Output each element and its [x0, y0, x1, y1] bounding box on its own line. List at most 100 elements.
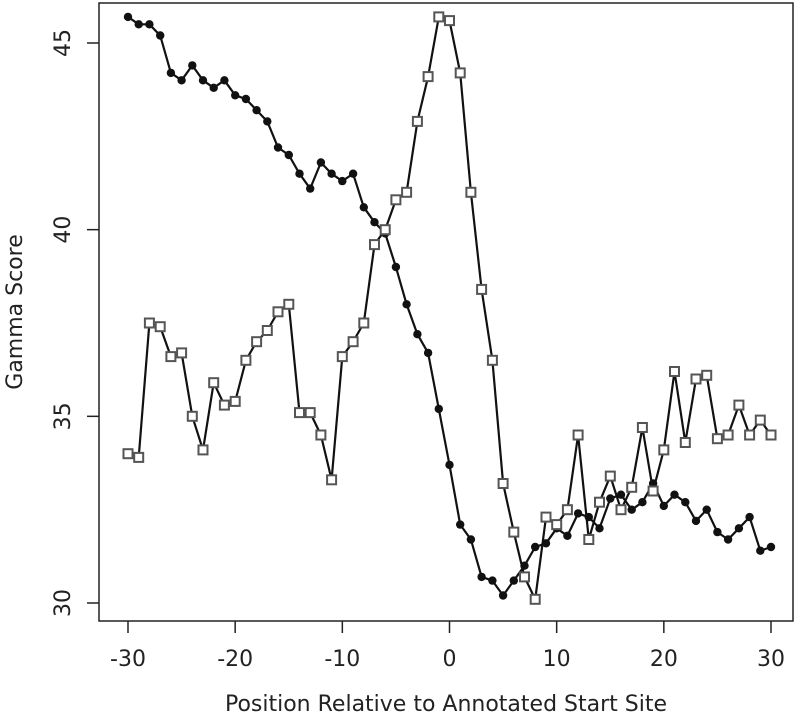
series-2-point [315, 429, 327, 441]
series-1-point [123, 12, 133, 22]
series-2-point [615, 504, 627, 516]
series-1-point [563, 531, 572, 540]
series-1-point [477, 572, 486, 582]
y-tick-label: 35 [51, 402, 76, 430]
x-axis-title: Position Relative to Annotated Start Sit… [225, 692, 667, 717]
series-1-point [456, 520, 465, 529]
series-1-point [531, 542, 540, 552]
series-2-point [551, 519, 563, 531]
series-1-point [488, 576, 497, 585]
y-tick-label: 45 [51, 29, 76, 57]
series-1-point [338, 176, 347, 186]
series-2-point [133, 451, 145, 463]
series-2-point [583, 534, 595, 545]
series-1-point [466, 535, 476, 544]
series-layer [122, 11, 777, 605]
series-2-point [186, 410, 198, 422]
series-1-point [745, 512, 754, 522]
series-1-point [402, 300, 411, 309]
series-1-point [220, 76, 229, 85]
series-2-point [744, 429, 756, 441]
series-2-point [336, 351, 348, 363]
x-axis-ticks: -30 -20 -10 0 10 20 30 [110, 621, 785, 672]
series-1-point [284, 150, 293, 160]
series-2-point [326, 474, 338, 486]
series-2-point [304, 407, 316, 419]
series-1-point [756, 546, 765, 555]
series-2-point [261, 325, 273, 336]
series-2-point [369, 239, 380, 251]
x-tick-label: 10 [543, 647, 571, 672]
series-2-point [540, 511, 552, 523]
series-2-point [626, 481, 638, 493]
series-2-point [508, 526, 520, 538]
series-2-point [519, 571, 530, 583]
series-1-point [434, 404, 443, 414]
series-1-point [423, 348, 433, 358]
series-1-point [606, 494, 615, 503]
series-2-point [165, 351, 177, 363]
series-1-point [177, 76, 186, 85]
series-2 [122, 11, 777, 605]
series-1-point [498, 591, 508, 600]
y-tick-label: 40 [51, 216, 76, 244]
series-2-point [594, 496, 605, 508]
series-1-point [273, 143, 283, 152]
series-1-point [348, 169, 358, 178]
series-1-point [573, 509, 583, 518]
series-2-point [401, 186, 413, 198]
series-1-point [627, 505, 636, 514]
series-2-point [722, 429, 734, 441]
series-1-point [306, 184, 315, 193]
series-1-point [145, 20, 154, 29]
series-1-point [241, 94, 251, 104]
series-1-point [638, 498, 647, 507]
series-1 [123, 12, 776, 600]
y-axis-ticks: 30 35 40 45 [51, 29, 99, 617]
x-tick-label: 0 [443, 647, 457, 672]
series-1-point [327, 169, 336, 178]
series-2-point [229, 395, 241, 407]
series-2-point [701, 369, 713, 381]
series-1-point [659, 501, 668, 511]
series-2-point [647, 485, 659, 497]
y-axis-title: Gamma Score [3, 234, 28, 389]
series-2-point [347, 336, 359, 348]
x-tick-label: 30 [757, 647, 785, 672]
series-2-point [433, 11, 445, 23]
series-2-point [251, 336, 263, 348]
series-2-point [390, 194, 402, 206]
series-2-point [465, 186, 477, 198]
series-2-point [529, 593, 541, 605]
series-2-point [122, 448, 134, 460]
x-tick-label: -20 [217, 647, 253, 672]
y-tick-label: 30 [51, 589, 76, 617]
series-2-point [765, 429, 777, 441]
x-tick-label: -30 [110, 647, 146, 672]
series-1-line [127, 15, 772, 597]
series-2-point [208, 377, 220, 389]
series-2-point [154, 321, 166, 333]
x-tick-label: -10 [324, 647, 360, 672]
series-1-point [198, 76, 208, 85]
series-1-point [370, 218, 379, 227]
series-2-point [411, 115, 423, 127]
series-1-point [231, 91, 240, 100]
series-1-point [445, 460, 454, 470]
series-1-point [681, 498, 690, 507]
series-2-point [272, 306, 284, 318]
series-1-point [188, 61, 197, 70]
series-2-point [240, 354, 252, 366]
series-1-point [595, 524, 604, 533]
plot-frame [98, 2, 794, 622]
series-2-point [358, 317, 370, 329]
series-2-point [143, 317, 155, 329]
series-1-point [252, 106, 261, 115]
series-2-point [669, 366, 680, 377]
series-2-point [658, 444, 670, 456]
series-1-point [713, 527, 722, 537]
series-2-point [176, 347, 188, 359]
series-2-point [486, 354, 498, 366]
series-2-point [444, 15, 455, 27]
series-2-point [476, 283, 488, 295]
